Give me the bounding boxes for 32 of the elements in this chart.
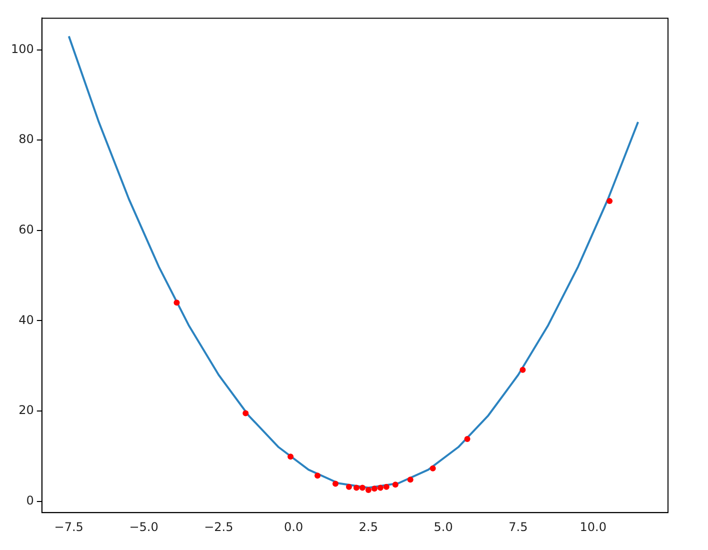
x-tick-label: 7.5	[508, 520, 528, 534]
point	[332, 480, 338, 487]
point	[520, 366, 526, 373]
point	[430, 465, 436, 472]
y-tick-label: 0	[26, 493, 34, 508]
x-tick-label: −5.0	[129, 520, 158, 534]
y-tick-label: 60	[18, 222, 34, 237]
point	[371, 486, 378, 492]
x-tick-label: −2.5	[204, 520, 234, 534]
point	[359, 484, 366, 491]
y-tick-label: 80	[18, 132, 34, 146]
point	[242, 410, 249, 416]
y-tick-label: 40	[18, 312, 34, 327]
point	[346, 484, 352, 490]
point	[383, 484, 390, 490]
point	[353, 484, 360, 491]
point	[174, 300, 180, 306]
point	[606, 198, 613, 204]
point	[392, 482, 398, 488]
x-tick-label: 2.5	[358, 520, 378, 534]
y-tick-label: 20	[18, 403, 34, 418]
x-tick-label: −7.5	[54, 520, 84, 534]
point	[464, 436, 470, 442]
point	[377, 484, 384, 491]
point	[365, 487, 372, 494]
point	[407, 476, 414, 483]
x-tick-label: 5.0	[434, 520, 453, 534]
point	[314, 472, 321, 479]
y-tick-label: 100	[11, 42, 34, 56]
x-tick-label: 10.0	[580, 520, 606, 534]
point	[288, 454, 294, 460]
x-tick-label: 0.0	[284, 520, 304, 534]
